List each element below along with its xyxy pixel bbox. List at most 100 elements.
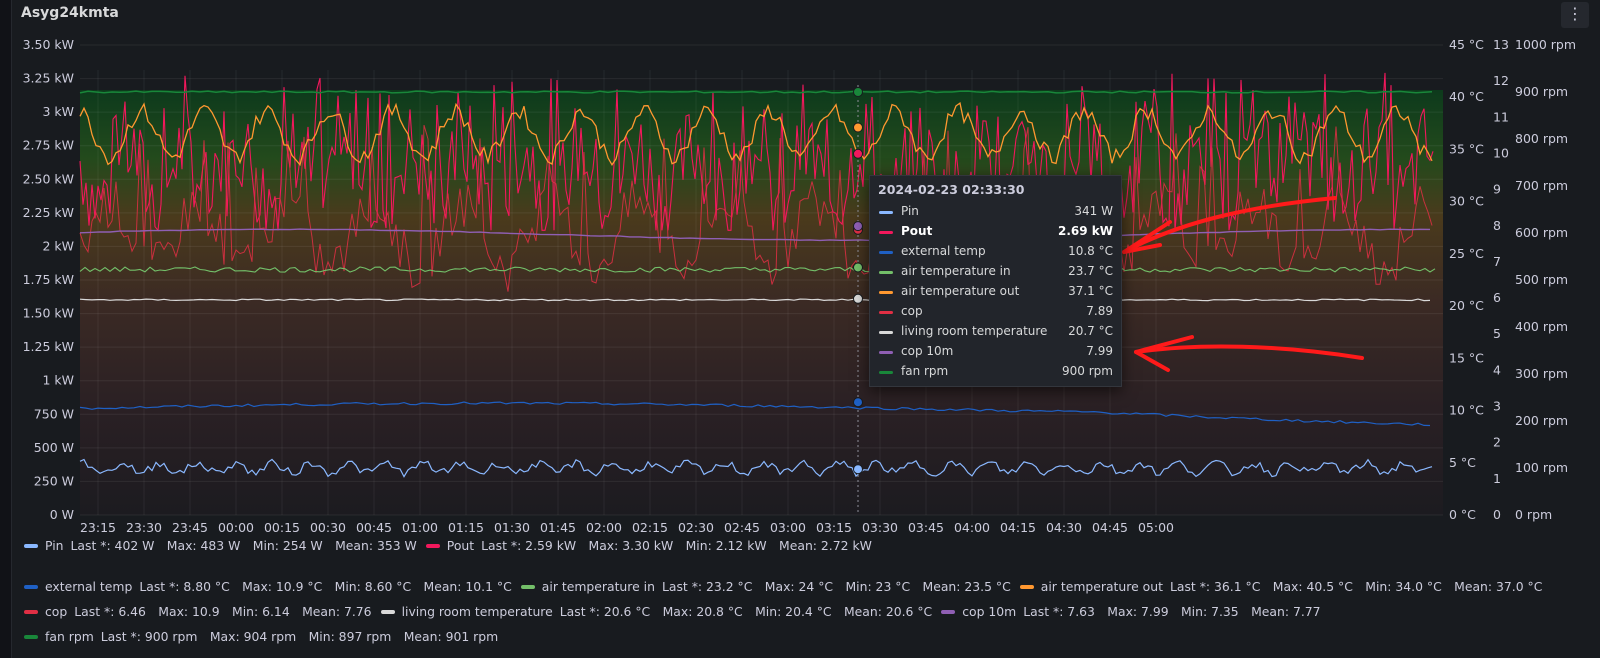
y-tick-label-power: 3.25 kW [23,71,74,86]
series-color-swatch [520,584,535,589]
legend-series-name: Pout [446,538,475,553]
vertical-dots-icon[interactable]: ⋮ [1561,2,1589,28]
series-color-swatch [24,634,38,639]
x-tick-label: 00:45 [356,520,392,535]
series-color-swatch [879,311,893,314]
y-tick-label-power: 2.25 kW [23,205,74,220]
y-tick-label-cop: 11 [1493,109,1509,124]
x-tick-label: 02:45 [724,520,760,535]
y-tick-label-cop: 6 [1493,290,1501,305]
y-tick-label-power: 500 W [34,440,74,455]
legend-row: Pin Last *: 402 W Max: 483 W Min: 254 W M… [24,538,881,553]
cursor-point-fan-rpm [853,87,863,97]
tooltip-series-name: air temperature in [901,264,1011,278]
tooltip-row: fan rpm 900 rpm [878,363,1113,381]
legend-item[interactable]: living room temperature Last *: 20.6 °C M… [380,604,933,619]
y-tick-label-power: 1.75 kW [23,272,74,287]
legend-row: external temp Last *: 8.80 °C Max: 10.9 °… [24,579,1551,594]
y-tick-label-rpm: 1000 rpm [1515,37,1576,52]
y-tick-label-temperature: 20 °C [1449,298,1484,313]
y-tick-label-rpm: 200 rpm [1515,413,1568,428]
legend-series-name: fan rpm [45,629,94,644]
annotation-arrowhead-2 [1134,335,1194,372]
y-tick-label-cop: 10 [1493,145,1509,160]
tooltip-series-name: living room temperature [901,324,1048,338]
legend-series-name: air temperature out [1040,579,1163,594]
legend-series-stats: Last *: 2.59 kW Max: 3.30 kW Min: 2.12 k… [481,538,872,553]
y-tick-label-power: 3.50 kW [23,37,74,52]
legend-series-stats: Last *: 7.63 Max: 7.99 Min: 7.35 Mean: 7… [1023,604,1321,619]
y-tick-label-cop: 9 [1493,182,1501,197]
x-tick-label: 04:30 [1046,520,1082,535]
tooltip-row: living room temperature 20.7 °C [878,323,1113,341]
legend-item[interactable]: cop Last *: 6.46 Max: 10.9 Min: 6.14 Mean… [24,604,372,619]
series-color-swatch [24,584,38,589]
legend-row: fan rpm Last *: 900 rpm Max: 904 rpm Min:… [24,629,507,644]
series-color-swatch [879,251,893,254]
x-tick-label: 00:00 [218,520,254,535]
tooltip-time: 2024-02-23 02:33:30 [878,182,1025,197]
tooltip-series-name: cop [901,304,923,318]
tooltip-series-name: Pout [901,224,933,238]
y-tick-label-rpm: 500 rpm [1515,272,1568,287]
y-tick-label-temperature: 10 °C [1449,403,1484,418]
timeseries-chart[interactable]: 23:15 23:30 23:45 00:00 00:15 00:30 00:45 01:00… [0,0,1600,545]
y-tick-label-cop: 7 [1493,254,1501,269]
series-color-swatch [941,609,956,614]
legend-item[interactable]: air temperature in Last *: 23.2 °C Max: 2… [520,579,1011,594]
legend-series-name: living room temperature [401,604,553,619]
x-tick-label: 23:45 [172,520,208,535]
legend-series-stats: Last *: 23.2 °C Max: 24 °C Min: 23 °C Me… [661,579,1011,594]
y-tick-label-rpm: 600 rpm [1515,225,1568,240]
y-tick-label-cop: 0 [1493,507,1501,522]
tooltip-series-name: air temperature out [901,284,1020,298]
y-tick-label-power: 250 W [34,473,74,488]
y-tick-label-temperature: 15 °C [1449,350,1484,365]
x-tick-label: 03:30 [862,520,898,535]
y-tick-label-cop: 8 [1493,218,1501,233]
cursor-point-air-temperature-out [853,122,863,133]
series-color-swatch [380,609,395,614]
legend-item[interactable]: external temp Last *: 8.80 °C Max: 10.9 °… [24,579,512,594]
x-tick-label: 00:15 [264,520,300,535]
legend-item[interactable]: fan rpm Last *: 900 rpm Max: 904 rpm Min:… [24,629,498,644]
series-line-pin [79,458,1433,478]
y-tick-label-power: 1 kW [42,373,74,388]
series-line-cop-10m [79,228,1431,242]
x-tick-label: 02:30 [678,520,714,535]
tooltip-row: Pin 341 W [878,203,1113,221]
tooltip-series-value: 7.89 [1086,304,1113,318]
legend-row: cop Last *: 6.46 Max: 10.9 Min: 6.14 Mean… [24,604,1330,619]
x-tick-label: 02:00 [586,520,622,535]
legend-series-name: cop 10m [962,604,1017,619]
series-color-swatch [24,609,38,614]
x-tick-label: 05:00 [1138,520,1174,535]
legend-series-stats: Last *: 20.6 °C Max: 20.8 °C Min: 20.4 °… [559,604,933,619]
tooltip-series-name: fan rpm [901,364,949,378]
legend-item[interactable]: cop 10m Last *: 7.63 Max: 7.99 Min: 7.35 … [941,604,1321,619]
cursor-point-air-temperature-in [853,262,863,273]
y-tick-label-rpm: 300 rpm [1515,366,1568,381]
x-tick-label: 01:15 [448,520,484,535]
tooltip-series-value: 7.99 [1086,344,1113,358]
panel-title: Asyg24kmta [21,5,119,21]
legend-series-name: air temperature in [541,579,655,594]
tooltip-series-name: cop 10m [901,344,954,358]
legend-item[interactable]: Pout Last *: 2.59 kW Max: 3.30 kW Min: 2.… [425,538,872,553]
series-color-swatch [879,371,893,374]
legend-item[interactable]: Pin Last *: 402 W Max: 483 W Min: 254 W M… [24,538,417,553]
tooltip-series-value: 2.69 kW [1057,224,1113,238]
y-tick-label-rpm: 0 rpm [1515,507,1552,522]
y-tick-label-cop: 3 [1493,399,1501,414]
legend-series-name: cop [45,604,68,619]
y-tick-label-rpm: 700 rpm [1515,178,1568,193]
x-tick-label: 04:15 [1000,520,1036,535]
series-line-air-temperature-in [79,266,1436,273]
x-tick-label: 23:30 [126,520,162,535]
series-line-external-temp [79,401,1431,427]
tooltip-row: air temperature out 37.1 °C [878,283,1113,301]
series-color-swatch [879,291,893,294]
x-tick-label: 03:15 [816,520,852,535]
cursor-point-living-room-temperature [853,293,863,304]
legend-item[interactable]: air temperature out Last *: 36.1 °C Max: … [1019,579,1542,594]
